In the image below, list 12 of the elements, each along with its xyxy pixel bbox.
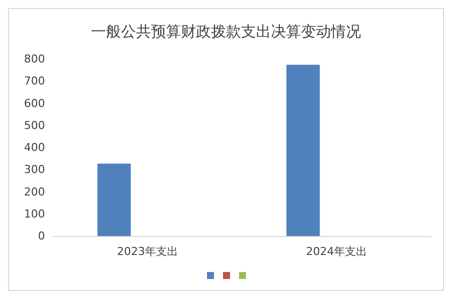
y-tick-label: 200: [24, 185, 45, 198]
y-tick-label: 0: [38, 230, 45, 242]
y-tick-label: 100: [24, 207, 45, 220]
y-tick-label: 400: [24, 141, 45, 154]
x-tick-label: 2023年支出: [117, 245, 178, 258]
y-tick-label: 300: [24, 163, 45, 176]
x-tick-label: 2024年支出: [306, 245, 367, 258]
y-tick-label: 700: [24, 74, 45, 88]
chart-title: 一般公共预算财政拨款支出决算变动情况: [91, 22, 361, 40]
y-tick-label: 600: [24, 96, 45, 110]
y-tick-label: 800: [24, 52, 45, 66]
y-tick-label: 500: [24, 118, 45, 132]
